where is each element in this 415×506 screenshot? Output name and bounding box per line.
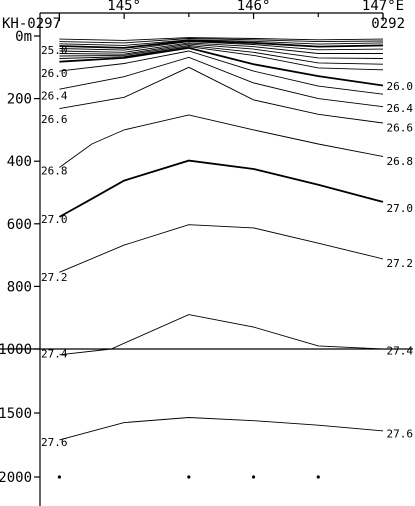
isopycnal-line — [59, 114, 384, 168]
contour-label-left: 27.2 — [41, 271, 68, 284]
isopycnal-line — [59, 41, 384, 51]
y-tick-label: 800 — [7, 279, 32, 295]
station-label: 0292 — [371, 16, 405, 32]
contour-label-left: 25.0 — [41, 44, 68, 57]
isopycnal-line — [59, 39, 384, 49]
isopycnal-line — [59, 39, 384, 46]
contour-label-left: 26.8 — [41, 165, 68, 178]
isopycnal-line — [59, 37, 384, 41]
contour-label-left: 27.0 — [41, 213, 68, 226]
isopycnal-line — [59, 314, 384, 356]
contour-label-left: 26.0 — [41, 67, 68, 80]
isopycnal-line — [59, 50, 384, 95]
contour-label-right: 26.6 — [387, 121, 414, 134]
isopycnal-line — [59, 56, 384, 108]
x-tick-label: 146° — [237, 0, 271, 14]
x-tick-label: 147°E — [362, 0, 404, 14]
sample-point — [57, 475, 62, 479]
contour-label-right: 27.6 — [387, 427, 414, 440]
contour-label-right: 26.0 — [387, 80, 414, 93]
isopycnal-line — [59, 46, 384, 87]
y-tick-label: 0m — [15, 29, 32, 45]
contour-label-right: 27.2 — [387, 257, 414, 270]
chart-axes — [0, 12, 413, 506]
isopycnal-line — [59, 42, 383, 54]
isopycnal-line — [59, 46, 384, 71]
isopycnal-lines — [57, 37, 384, 479]
sample-point — [316, 475, 320, 479]
contour-label-right: 26.8 — [387, 155, 414, 168]
isopycnal-line — [59, 44, 384, 65]
y-tick-label: 400 — [7, 154, 32, 170]
sample-point — [187, 475, 191, 479]
contour-label-right: 26.4 — [387, 102, 414, 115]
isopycnal-line — [58, 159, 384, 218]
isopycnal-line — [59, 224, 384, 273]
isopycnal-line — [59, 43, 384, 59]
isopycnal-line — [59, 66, 384, 124]
contour-label-left: 26.4 — [41, 89, 68, 102]
contour-label-left: 27.6 — [41, 436, 68, 449]
contour-label-right: 27.4 — [387, 344, 414, 357]
x-tick-label: 145° — [107, 0, 141, 14]
y-tick-label: 1500 — [0, 406, 32, 422]
y-tick-label: 2000 — [0, 470, 32, 486]
y-tick-label: 1000 — [0, 342, 32, 358]
contour-label-left: 26.6 — [41, 113, 68, 126]
y-tick-label: 600 — [7, 217, 32, 233]
isopycnal-line — [59, 417, 384, 441]
contour-label-left: 27.4 — [41, 347, 68, 360]
y-tick-label: 200 — [7, 92, 32, 108]
station-label: KH-0297 — [2, 16, 61, 32]
contour-label-right: 27.0 — [387, 202, 414, 215]
chart-labels: 145° 146° 147°E KH-0297 0292 0m 200 400 600 800 10… — [0, 0, 413, 486]
sample-point — [251, 475, 256, 479]
isopycnal-line — [59, 38, 384, 44]
